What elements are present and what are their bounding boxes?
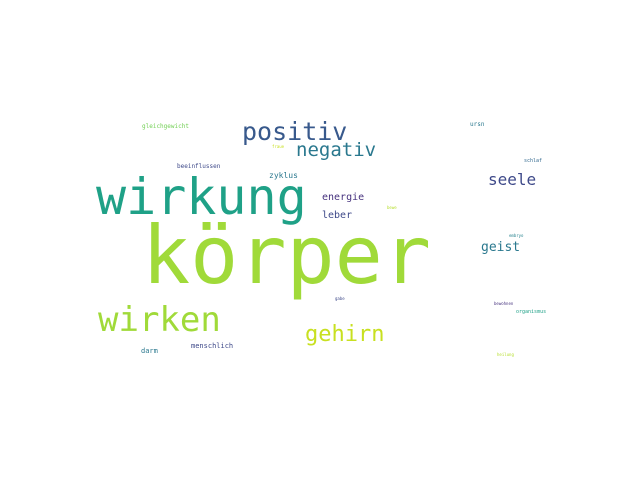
word-schlaf: schlaf <box>524 158 543 164</box>
word-geist: geist <box>481 240 521 255</box>
word-darm: darm <box>141 347 158 355</box>
word-fraue: fraue <box>272 144 285 149</box>
word-koerper: körper <box>142 209 431 302</box>
word-wirkung: wirkung <box>96 168 307 226</box>
word-gabe: gabe <box>335 296 345 301</box>
word-bewohnen: bewohnen <box>494 301 514 306</box>
word-heilung: heilung <box>497 352 514 357</box>
word-beeinflussen: beeinflussen <box>177 163 221 170</box>
word-negativ: negativ <box>296 139 377 161</box>
word-wirken: wirken <box>98 300 221 340</box>
word-zyklus: zyklus <box>269 171 298 180</box>
word-gleichgewicht: gleichgewicht <box>142 123 189 130</box>
word-seele: seele <box>488 170 537 189</box>
word-gehirn: gehirn <box>305 322 385 347</box>
word-positiv: positiv <box>242 117 348 146</box>
word-bewe: bewe <box>387 205 397 210</box>
word-leber: leber <box>322 210 353 221</box>
word-organismus: organismus <box>516 309 547 315</box>
word-ursn: ursn <box>470 121 485 128</box>
word-menschlich: menschlich <box>191 342 234 350</box>
word-embryo: embryo <box>509 233 524 238</box>
word-energie: energie <box>322 192 365 203</box>
